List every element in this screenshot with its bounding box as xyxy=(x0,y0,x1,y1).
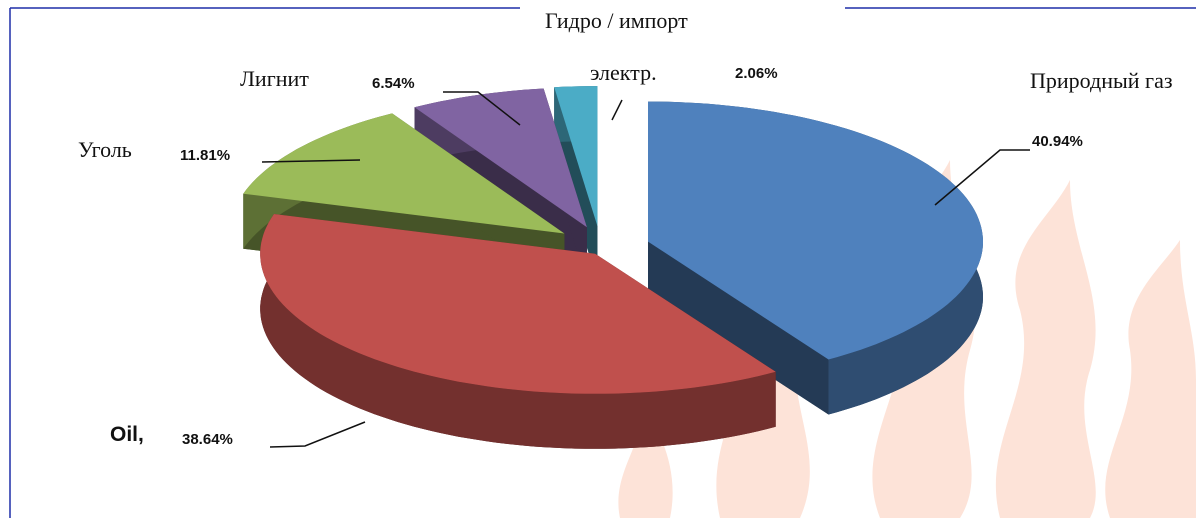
leader-line xyxy=(443,91,521,126)
category-label: Гидро / импорт электр. xyxy=(545,8,688,85)
slice xyxy=(260,214,776,449)
leader-line xyxy=(934,149,1030,206)
leader-line xyxy=(611,99,623,121)
slice xyxy=(260,214,776,394)
slice-wall xyxy=(648,241,829,415)
value-label: 2.06% xyxy=(735,65,778,82)
slice xyxy=(554,86,598,227)
slice xyxy=(414,88,587,228)
category-label: Лигнит xyxy=(240,66,309,91)
pie xyxy=(243,86,983,449)
slice-rim xyxy=(260,214,776,449)
slice xyxy=(648,101,983,360)
frame xyxy=(9,7,1196,518)
value-label: 38.64% xyxy=(182,431,233,448)
slice xyxy=(243,113,565,234)
value-label: 11.81% xyxy=(180,147,230,164)
labels: Природный газ 40.94% Oil, 38.64% Уголь 11.81%… xyxy=(78,8,1173,448)
leader-line xyxy=(269,421,366,448)
value-label: 40.94% xyxy=(1032,133,1083,150)
leader-line xyxy=(261,159,361,163)
category-label: Природный газ xyxy=(1030,68,1173,93)
category-label: Oil, xyxy=(110,423,144,446)
value-label: 6.54% xyxy=(372,75,415,92)
category-label: Уголь xyxy=(78,137,132,162)
